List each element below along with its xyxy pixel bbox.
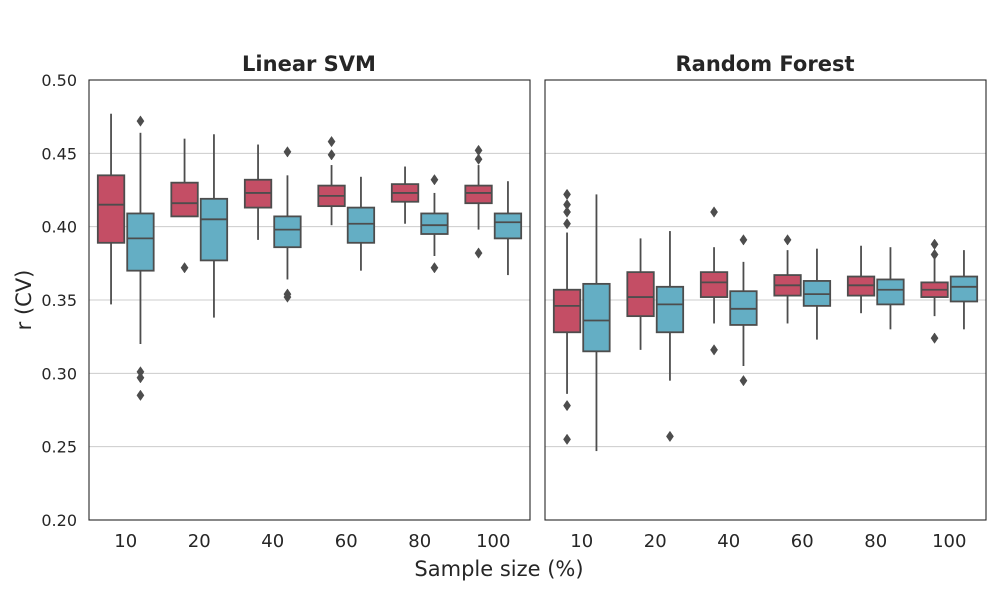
box-body bbox=[626, 271, 655, 318]
outlier-point bbox=[666, 430, 674, 443]
box-80-series-0 bbox=[846, 245, 876, 314]
box-body bbox=[876, 278, 905, 306]
box-10-series-1 bbox=[582, 194, 611, 452]
box-body bbox=[273, 215, 302, 249]
y-tick-label: 0.45 bbox=[41, 144, 77, 163]
box-10-series-0 bbox=[552, 188, 582, 445]
box-20-series-1 bbox=[199, 134, 229, 318]
outlier-point bbox=[136, 372, 145, 384]
y-tick-label: 0.30 bbox=[41, 364, 77, 383]
box-10-series-0 bbox=[96, 113, 126, 305]
box-40-series-1 bbox=[729, 234, 758, 387]
box-40-series-1 bbox=[273, 146, 302, 303]
outlier-point bbox=[327, 135, 336, 148]
y-tick-label: 0.25 bbox=[41, 438, 77, 457]
outlier-point bbox=[136, 389, 145, 401]
box-100-series-1 bbox=[493, 181, 523, 276]
outlier-point bbox=[563, 399, 571, 412]
box-80-series-1 bbox=[876, 247, 905, 330]
box-body bbox=[655, 285, 685, 334]
outlier-point bbox=[563, 218, 571, 230]
x-tick-label: 20 bbox=[188, 531, 211, 552]
box-40-series-0 bbox=[243, 144, 273, 240]
box-body bbox=[699, 271, 729, 298]
box-100-series-1 bbox=[949, 250, 979, 330]
outlier-point bbox=[710, 206, 718, 218]
outlier-point bbox=[739, 375, 748, 387]
x-tick-label: 100 bbox=[932, 531, 966, 552]
x-tick-label: 20 bbox=[644, 531, 667, 552]
box-10-series-1 bbox=[126, 115, 155, 401]
box-60-series-1 bbox=[802, 248, 832, 340]
box-60-series-0 bbox=[773, 234, 802, 324]
outlier-point bbox=[930, 332, 939, 344]
outlier-point bbox=[283, 146, 292, 158]
box-body bbox=[552, 288, 582, 334]
panel-linear-svm: Linear SVM 0.20 0.25 0.30 0.35 0.40 0.45 0.50 1… bbox=[41, 52, 531, 552]
x-tick-label: 80 bbox=[864, 531, 887, 552]
outlier-point bbox=[430, 262, 439, 274]
x-tick-label: 60 bbox=[791, 531, 814, 552]
outlier-point bbox=[930, 238, 939, 250]
box-80-series-0 bbox=[390, 166, 420, 224]
box-20-series-0 bbox=[170, 138, 199, 274]
box-60-series-1 bbox=[346, 176, 376, 271]
panel-random-forest: Random Forest 10 20 40 60 80 100 bbox=[544, 52, 987, 552]
x-tick-label: 40 bbox=[261, 531, 284, 552]
axes-frame bbox=[88, 79, 531, 521]
outlier-point bbox=[739, 234, 748, 246]
outlier-point bbox=[136, 115, 145, 127]
x-tick-label: 10 bbox=[570, 531, 593, 552]
y-tick-label: 0.35 bbox=[41, 291, 77, 310]
box-100-series-0 bbox=[464, 144, 493, 259]
box-20-series-1 bbox=[655, 231, 685, 443]
outlier-point bbox=[430, 174, 439, 186]
outlier-point bbox=[474, 144, 483, 157]
outlier-point bbox=[563, 188, 571, 201]
outlier-point bbox=[474, 247, 483, 259]
outlier-point bbox=[474, 153, 483, 165]
outlier-point bbox=[563, 433, 571, 445]
box-40-series-0 bbox=[699, 206, 729, 356]
box-80-series-1 bbox=[420, 174, 449, 274]
outlier-point bbox=[930, 248, 939, 261]
box-body bbox=[493, 212, 523, 240]
x-tick-label: 10 bbox=[114, 531, 137, 552]
panel-title-random-forest: Random Forest bbox=[675, 52, 854, 76]
box-body bbox=[949, 275, 979, 303]
box-body bbox=[170, 181, 199, 218]
box-body bbox=[464, 184, 493, 205]
panel-title-linear-svm: Linear SVM bbox=[242, 52, 376, 76]
y-axis-label: r (CV) bbox=[12, 270, 36, 331]
box-100-series-0 bbox=[920, 238, 949, 344]
box-60-series-0 bbox=[317, 135, 346, 226]
y-tick-label: 0.50 bbox=[41, 71, 77, 90]
box-body bbox=[420, 212, 449, 235]
x-tick-label: 80 bbox=[408, 531, 431, 552]
outlier-point bbox=[563, 199, 571, 211]
box-body bbox=[96, 174, 126, 244]
y-tick-label: 0.40 bbox=[41, 218, 77, 237]
y-tick-label: 0.20 bbox=[41, 511, 77, 530]
x-tick-label: 60 bbox=[335, 531, 358, 552]
outlier-point bbox=[327, 149, 336, 161]
x-axis-label: Sample size (%) bbox=[414, 557, 583, 581]
box-body bbox=[126, 212, 155, 272]
outlier-point bbox=[563, 206, 571, 218]
box-body bbox=[346, 206, 376, 244]
outlier-point bbox=[710, 344, 718, 356]
outlier-point bbox=[783, 234, 792, 246]
x-tick-label: 100 bbox=[476, 531, 510, 552]
x-tick-label: 40 bbox=[717, 531, 740, 552]
box-body bbox=[199, 197, 229, 262]
outlier-point bbox=[136, 366, 145, 378]
outlier-point bbox=[283, 288, 292, 300]
outlier-point bbox=[180, 262, 189, 274]
box-body bbox=[582, 282, 611, 353]
axes-frame bbox=[544, 79, 987, 521]
box-20-series-0 bbox=[626, 238, 655, 350]
